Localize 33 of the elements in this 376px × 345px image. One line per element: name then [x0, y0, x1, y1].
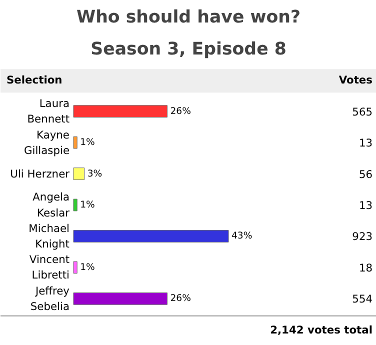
bar	[73, 168, 85, 180]
text: Selection	[6, 74, 62, 87]
text: 13	[358, 199, 373, 212]
bar	[73, 105, 168, 118]
y-tick-label: Laura Bennett	[27, 97, 70, 126]
data-label: 26%	[170, 106, 192, 117]
y-tick-label: Vincent Libretti	[29, 253, 70, 282]
y-tick-label: Uli Herzner	[10, 167, 70, 180]
text: 2,142 votes total	[270, 323, 373, 336]
chart-subtitle: Season 3, Episode 8	[90, 40, 286, 60]
chart-title: Who should have won?	[76, 8, 301, 28]
y-tick-label: Angela Keslar	[32, 190, 70, 220]
data-label: 1%	[80, 200, 96, 210]
bar	[73, 198, 78, 212]
y-tick-label: Michael Knight	[28, 222, 70, 251]
text: Votes	[338, 74, 373, 87]
bar	[73, 292, 168, 305]
bar	[73, 261, 78, 274]
y-tick-label: Kayne Gillaspie	[24, 128, 70, 157]
text: 923	[352, 230, 373, 244]
data-label: 1%	[80, 262, 96, 273]
text: 13	[358, 136, 373, 150]
text: 565	[352, 105, 373, 118]
text: 18	[358, 261, 373, 274]
text: 554	[352, 292, 373, 306]
bar	[73, 230, 229, 242]
data-label: 43%	[232, 230, 252, 242]
data-label: 3%	[87, 168, 102, 180]
y-tick-label: Jeffrey Sebelia	[30, 284, 70, 313]
data-label: 26%	[170, 293, 192, 304]
bar	[73, 136, 78, 149]
text: 56	[358, 168, 373, 181]
data-label: 1%	[80, 137, 96, 148]
